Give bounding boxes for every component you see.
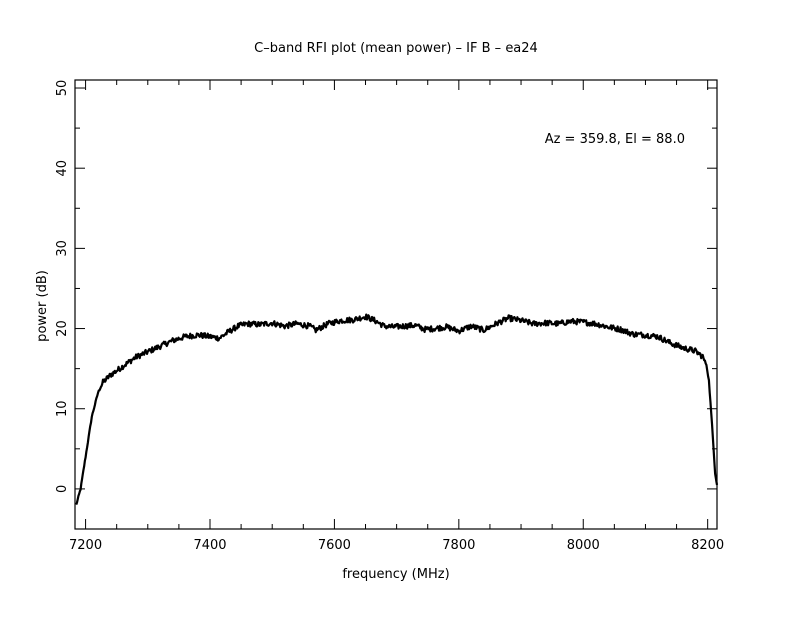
x-tick-label: 7600: [318, 538, 351, 553]
y-tick-label: 50: [55, 80, 70, 97]
y-tick-label: 10: [55, 400, 70, 417]
series-line-mean-power: [75, 313, 719, 506]
y-tick-label: 0: [55, 485, 70, 493]
axis-ticks: [75, 80, 717, 530]
y-axis-label: power (dB): [35, 270, 50, 342]
chart-title: C–band RFI plot (mean power) – IF B – ea…: [254, 41, 538, 56]
x-axis-label: frequency (MHz): [342, 567, 449, 582]
y-tick-label: 20: [55, 320, 70, 337]
y-tick-label: 40: [55, 160, 70, 177]
plot-frame: [74, 79, 718, 530]
x-tick-label: 7200: [69, 538, 102, 553]
x-tick-label: 7800: [442, 538, 475, 553]
az-el-annotation: Az = 359.8, El = 88.0: [545, 132, 685, 147]
axis-tick-labels: 7200 7400 7600 7800 8000 8200 0 10 20 30 40 50: [55, 80, 724, 553]
x-tick-label: 8000: [567, 538, 600, 553]
y-tick-label: 30: [55, 240, 70, 257]
x-tick-label: 8200: [691, 538, 724, 553]
x-tick-label: 7400: [193, 538, 226, 553]
